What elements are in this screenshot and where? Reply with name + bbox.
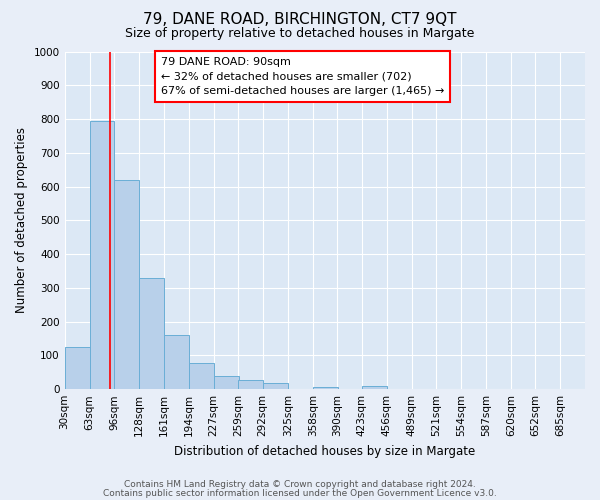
Text: 79, DANE ROAD, BIRCHINGTON, CT7 9QT: 79, DANE ROAD, BIRCHINGTON, CT7 9QT	[143, 12, 457, 28]
Text: 79 DANE ROAD: 90sqm
← 32% of detached houses are smaller (702)
67% of semi-detac: 79 DANE ROAD: 90sqm ← 32% of detached ho…	[161, 56, 444, 96]
Text: Contains HM Land Registry data © Crown copyright and database right 2024.: Contains HM Land Registry data © Crown c…	[124, 480, 476, 489]
Bar	[313, 388, 338, 389]
X-axis label: Distribution of detached houses by size in Margate: Distribution of detached houses by size …	[174, 444, 475, 458]
Bar	[164, 335, 188, 389]
Text: Size of property relative to detached houses in Margate: Size of property relative to detached ho…	[125, 28, 475, 40]
Bar	[115, 180, 139, 389]
Bar	[89, 120, 115, 389]
Bar	[139, 278, 164, 389]
Y-axis label: Number of detached properties: Number of detached properties	[15, 128, 28, 314]
Bar	[65, 347, 89, 389]
Bar	[263, 383, 288, 389]
Text: Contains public sector information licensed under the Open Government Licence v3: Contains public sector information licen…	[103, 488, 497, 498]
Bar	[362, 386, 387, 389]
Bar	[238, 380, 263, 389]
Bar	[214, 376, 239, 389]
Bar	[188, 363, 214, 389]
